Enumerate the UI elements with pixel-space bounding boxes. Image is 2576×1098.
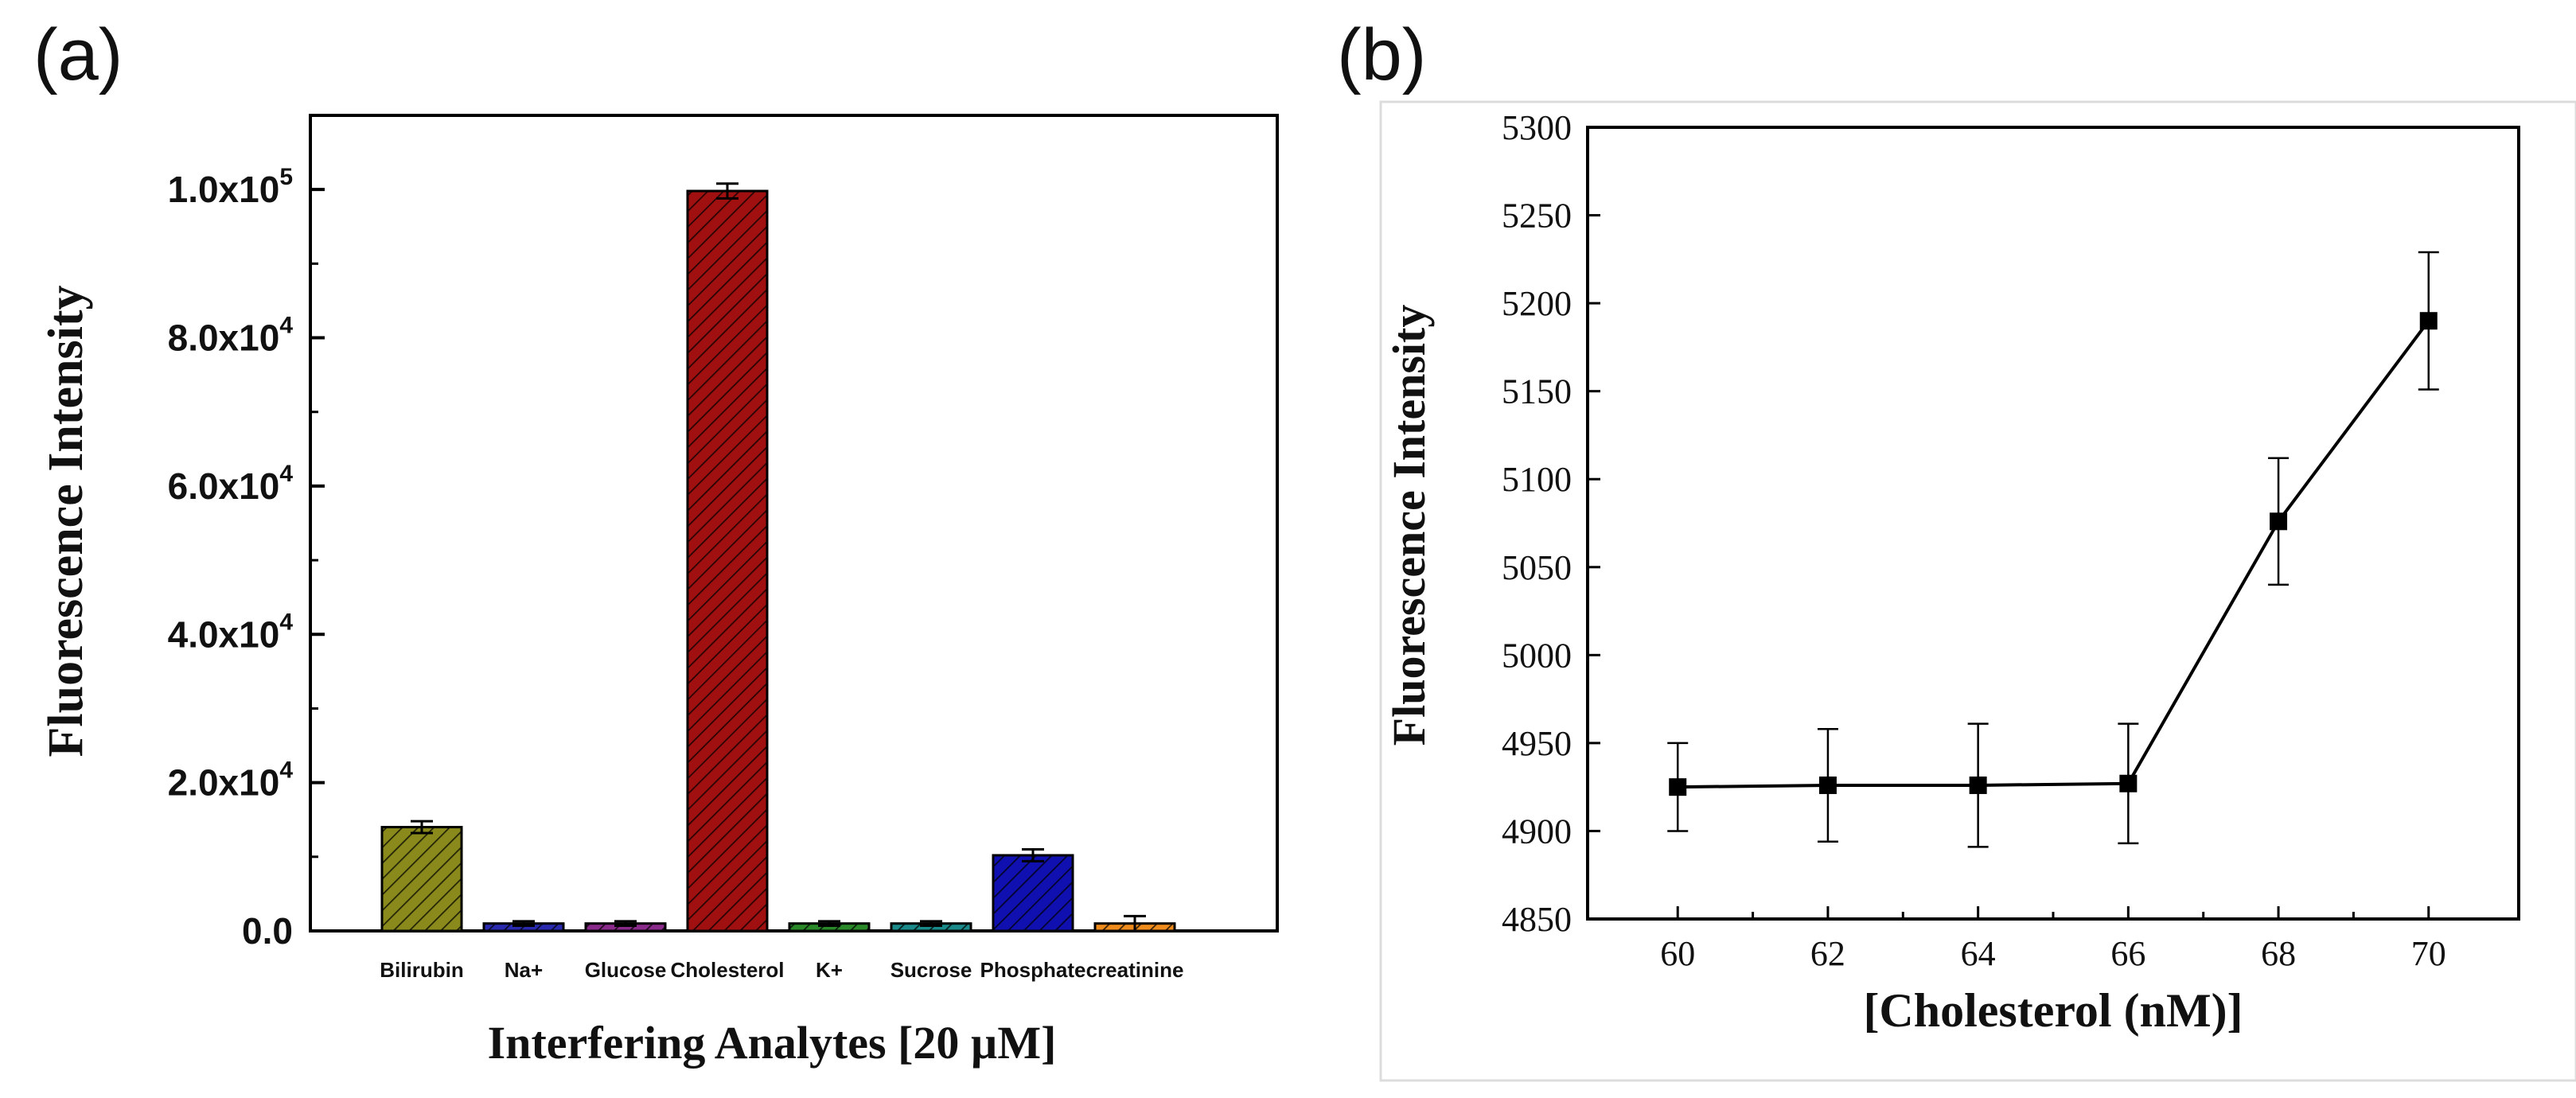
series-line <box>1678 320 2430 789</box>
y-tick-label: 4950 <box>1502 724 1572 763</box>
category-label: K+ <box>816 958 843 982</box>
y-tick-exponent: 4 <box>279 313 293 339</box>
data-point <box>2119 774 2138 792</box>
data-point <box>1669 778 1687 796</box>
category-label: creatinine <box>1086 958 1184 982</box>
data-point <box>1969 776 1987 794</box>
y-tick-label: 5250 <box>1502 197 1572 236</box>
y-tick-label: 2.0x104 <box>168 757 294 804</box>
y-tick-mantissa: 0.0 <box>242 910 293 952</box>
chart-a-bars <box>380 182 1176 933</box>
x-tick-label: 68 <box>2261 934 2296 973</box>
y-tick-mantissa: 4.0x10 <box>168 613 280 655</box>
bar-phosphate <box>992 854 1074 933</box>
y-tick-exponent: 4 <box>279 757 293 784</box>
data-point <box>1818 776 1837 794</box>
y-tick-label: 4900 <box>1502 812 1572 851</box>
chart-a-y-axis-title: Fluorescence Intensity <box>39 286 93 757</box>
category-label: Na+ <box>505 958 543 982</box>
bar-cholesterol <box>686 189 769 933</box>
chart-b: Fluorescence Intensity [Cholesterol (nM)… <box>1379 100 2576 1082</box>
y-tick-label: 5050 <box>1502 548 1572 587</box>
chart-b-outer-frame <box>1379 100 2576 1082</box>
chart-a-plot-frame <box>309 114 1279 933</box>
category-label: Bilirubin <box>380 958 463 982</box>
category-label: Sucrose <box>890 958 972 982</box>
y-tick-label: 0.0 <box>242 910 293 952</box>
panel-b-label: (b) <box>1337 14 1426 95</box>
category-label: Glucose <box>585 958 667 982</box>
chart-a-x-axis-title: Interfering Analytes [20 µM] <box>488 1017 1057 1069</box>
y-tick-label: 5000 <box>1502 636 1572 675</box>
y-tick-label: 1.0x105 <box>168 164 293 210</box>
x-tick-label: 62 <box>1810 934 1845 973</box>
y-tick-label: 4.0x104 <box>168 609 294 655</box>
category-label: Phosphate <box>980 958 1086 982</box>
y-tick-mantissa: 8.0x10 <box>168 317 280 359</box>
y-tick-mantissa: 2.0x10 <box>168 762 280 804</box>
chart-b-plot-frame <box>1586 126 2520 921</box>
chart-b-y-ticks: 4850 4900 4950 5000 5050 5100 5150 5200 5250 5300 <box>1502 108 1600 939</box>
data-point <box>2419 312 2438 330</box>
y-tick-label: 8.0x104 <box>168 313 294 359</box>
y-tick-label: 5300 <box>1502 108 1572 147</box>
chart-a: Fluorescence Intensity Interfering Analy… <box>39 114 1279 1069</box>
y-tick-label: 5100 <box>1502 460 1572 499</box>
chart-b-x-ticks: 60 62 64 66 68 70 <box>1660 906 2446 973</box>
x-tick-label: 64 <box>1961 934 1996 973</box>
bar-bilirubin <box>380 826 463 933</box>
data-point <box>2270 512 2288 531</box>
y-tick-label: 4850 <box>1502 900 1572 939</box>
chart-b-series <box>1667 251 2439 848</box>
category-label: Cholesterol <box>670 958 784 982</box>
y-tick-label: 5150 <box>1502 372 1572 411</box>
y-tick-label: 5200 <box>1502 284 1572 323</box>
y-tick-exponent: 4 <box>279 609 293 635</box>
chart-b-x-axis-title: [Cholesterol (nM)] <box>1863 984 2243 1037</box>
y-tick-label: 6.0x104 <box>168 461 294 507</box>
y-tick-exponent: 4 <box>279 461 293 487</box>
panel-a-label: (a) <box>33 14 123 95</box>
chart-a-category-labels: Bilirubin Na+ Glucose Cholesterol K+ Sucrose P… <box>380 958 1183 982</box>
x-tick-label: 66 <box>2110 934 2145 973</box>
x-tick-label: 60 <box>1660 934 1695 973</box>
x-tick-label: 70 <box>2411 934 2446 973</box>
y-tick-exponent: 5 <box>279 164 293 190</box>
y-tick-mantissa: 1.0x10 <box>168 169 280 210</box>
y-tick-mantissa: 6.0x10 <box>168 465 280 507</box>
chart-b-y-axis-title: Fluorescence Intensity <box>1383 305 1435 746</box>
